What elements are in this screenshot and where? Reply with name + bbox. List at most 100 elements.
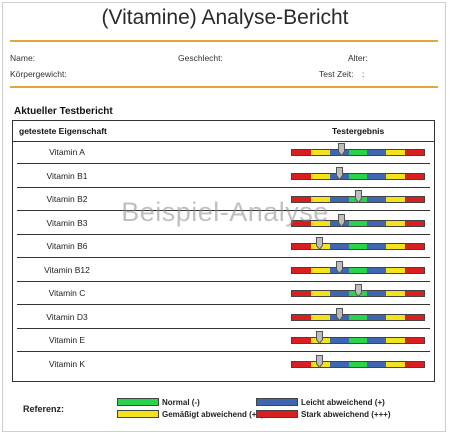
- name-label: Name:: [10, 53, 36, 63]
- scale-segment: [386, 267, 406, 273]
- row-divider: [17, 186, 430, 188]
- column-header-property: getestete Eigenschaft: [19, 126, 107, 136]
- scale-segment: [405, 244, 424, 249]
- scale-segment: [405, 197, 424, 202]
- result-scale-bar: [291, 219, 425, 227]
- scale-segment: [367, 267, 387, 273]
- scale-segment: [348, 244, 368, 249]
- age-label: Alter:: [348, 53, 368, 63]
- scale-segment: [386, 314, 406, 320]
- row-divider: [17, 163, 430, 164]
- scale-segment: [367, 197, 387, 202]
- table-row: Vitamin B3: [13, 212, 434, 235]
- legend-item-strong: Stark abweichend (+++): [256, 409, 391, 419]
- table-row: Vitamin K: [13, 353, 434, 376]
- scale-segment: [367, 150, 387, 155]
- report-title: (Vitamine) Analyse-Bericht: [101, 6, 349, 29]
- scale-segment: [367, 314, 387, 320]
- scale-segment: [292, 361, 311, 367]
- row-label: Vitamin E: [48, 335, 86, 345]
- scale-segment: [405, 361, 424, 367]
- scale-segment: [310, 150, 330, 155]
- scale-segment: [310, 291, 330, 296]
- scale-segment: [292, 291, 311, 296]
- gender-label: Geschlecht:: [178, 53, 223, 63]
- row-divider: [17, 257, 430, 258]
- scale-segment: [367, 338, 387, 343]
- scale-segment: [386, 244, 406, 249]
- scale-segment: [292, 338, 311, 343]
- test-time-label: Test Zeit:: [319, 69, 354, 79]
- scale-segment: [329, 291, 349, 296]
- scale-segment: [367, 220, 387, 226]
- row-divider: [17, 280, 430, 282]
- result-scale-bar: [291, 266, 425, 274]
- scale-segment: [310, 220, 330, 226]
- scale-segment: [292, 220, 311, 226]
- scale-segment: [310, 267, 330, 273]
- legend-swatch: [256, 410, 298, 418]
- result-scale-bar: [291, 360, 425, 368]
- scale-segment: [405, 150, 424, 155]
- table-row: Vitamin B12: [13, 259, 434, 282]
- scale-segment: [405, 220, 424, 226]
- section-title: Aktueller Testbericht: [14, 106, 113, 117]
- scale-segment: [405, 267, 424, 273]
- result-marker-icon: [335, 307, 343, 321]
- legend-item-slight: Leicht abweichend (+): [256, 397, 385, 407]
- table-row: Vitamin C: [13, 282, 434, 305]
- scale-segment: [329, 244, 349, 249]
- result-marker-icon: [315, 354, 323, 368]
- result-scale-bar: [291, 243, 425, 250]
- row-label: Vitamin B1: [46, 170, 88, 181]
- scale-segment: [329, 338, 349, 343]
- scale-segment: [310, 173, 330, 179]
- row-label: Vitamin C: [48, 288, 86, 298]
- legend-item-normal: Normal (-): [117, 397, 200, 407]
- row-divider: [17, 351, 430, 352]
- table-row: Vitamin E: [13, 329, 434, 352]
- legend-label: Referenz:: [23, 404, 65, 414]
- result-scale-bar: [291, 337, 425, 344]
- scale-segment: [329, 197, 349, 202]
- result-scale-bar: [291, 149, 425, 156]
- scale-segment: [386, 150, 406, 155]
- result-marker-icon: [354, 190, 362, 203]
- result-marker-icon: [354, 284, 362, 297]
- scale-segment: [292, 244, 311, 249]
- result-marker-icon: [338, 213, 346, 227]
- scale-segment: [405, 291, 424, 296]
- column-header-result: Testergebnis: [332, 126, 385, 136]
- report-frame: [2, 2, 446, 432]
- scale-segment: [348, 150, 368, 155]
- scale-segment: [386, 361, 406, 367]
- scale-segment: [367, 361, 387, 367]
- header-rule-top: [10, 40, 438, 42]
- scale-segment: [367, 291, 387, 296]
- scale-segment: [386, 173, 406, 179]
- scale-segment: [310, 314, 330, 320]
- result-marker-icon: [335, 166, 343, 180]
- result-marker-icon: [315, 237, 323, 250]
- scale-segment: [329, 361, 349, 367]
- result-marker-icon: [338, 143, 346, 156]
- scale-segment: [292, 267, 311, 273]
- legend-text: Normal (-): [162, 397, 200, 407]
- scale-segment: [348, 267, 368, 273]
- row-label: Vitamin B12: [44, 264, 90, 275]
- scale-segment: [386, 197, 406, 202]
- row-label: Vitamin B3: [46, 217, 88, 228]
- scale-segment: [292, 173, 311, 179]
- scale-segment: [348, 361, 368, 367]
- scale-segment: [405, 314, 424, 320]
- legend-item-moderate: Gemäßigt abweichend (++): [117, 409, 264, 419]
- scale-segment: [348, 314, 368, 320]
- legend-text: Leicht abweichend (+): [301, 397, 385, 407]
- legend-swatch: [117, 398, 159, 406]
- scale-segment: [292, 197, 311, 202]
- row-divider: [17, 304, 430, 305]
- table-row: Vitamin D3: [13, 306, 434, 329]
- result-scale-bar: [291, 172, 425, 180]
- legend-text: Stark abweichend (+++): [301, 409, 391, 419]
- row-label: Vitamin D3: [46, 311, 88, 322]
